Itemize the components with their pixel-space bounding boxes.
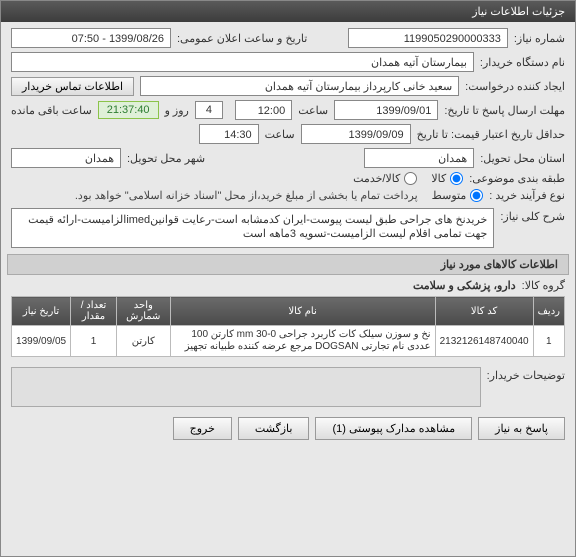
deliver-prov-label: استان محل تحویل: [480,152,565,165]
days-remaining: 4 [195,101,223,119]
hour-label-1: ساعت [298,104,328,117]
th-qty: تعداد / مقدار [71,297,117,326]
buy-type-mid-label: متوسط [432,189,467,202]
reply-button[interactable]: پاسخ به نیاز [478,417,565,440]
reply-time-field: 12:00 [235,100,292,120]
cell-date: 1399/09/05 [12,326,71,357]
hour-label-2: ساعت [265,128,295,141]
th-code: کد کالا [435,297,533,326]
payment-note: پرداخت تمام یا بخشی از مبلغ خرید،از محل … [75,189,418,202]
back-button[interactable]: بازگشت [238,417,310,440]
need-no-label: شماره نیاز: [514,32,565,45]
goods-table: ردیف کد کالا نام کالا واحد شمارش تعداد /… [11,296,565,357]
buyer-desc-box [11,367,481,407]
cell-name: نخ و سوزن سیلک کات کاربرد جراحی 0-mm 30 … [170,326,435,357]
countdown-timer: 21:37:40 [98,101,159,119]
goods-section-header: اطلاعات کالاهای مورد نیاز [7,254,569,275]
footer-buttons: پاسخ به نیاز مشاهده مدارک پیوستی (1) باز… [11,417,565,440]
creator-field: سعید خانی کارپرداز بیمارستان آتیه همدان [140,76,459,96]
attachments-button[interactable]: مشاهده مدارک پیوستی (1) [315,417,472,440]
budget-label: طبقه بندی موضوعی: [469,172,565,185]
buyer-org-field: بیمارستان آتیه همدان [11,52,474,72]
cell-row: 1 [533,326,564,357]
group-value: دارو، پزشکی و سلامت [413,279,516,292]
price-time-field: 14:30 [199,124,259,144]
budget-goods-label: کالا [431,172,446,185]
budget-service-radio[interactable] [404,172,417,185]
th-row: ردیف [533,297,564,326]
reply-date-field: 1399/09/01 [334,100,438,120]
table-row[interactable]: 1 2132126148740040 نخ و سوزن سیلک کات کا… [12,326,565,357]
window-root: جزئیات اطلاعات نیاز شماره نیاز: 11990502… [0,0,576,557]
buyer-desc-label: توضیحات خریدار: [487,365,565,382]
price-date-field: 1399/09/09 [301,124,411,144]
description-box: خریدنخ های جراحی طبق لیست پیوست-ایران کد… [11,208,494,248]
cell-unit: کارتن [116,326,170,357]
th-unit: واحد شمارش [116,297,170,326]
need-no-field: 1199050290000333 [348,28,508,48]
window-title: جزئیات اطلاعات نیاز [472,6,565,18]
cell-code: 2132126148740040 [435,326,533,357]
budget-radio-group: کالا کالا/خدمت [353,172,463,185]
buyer-org-label: نام دستگاه خریدار: [480,56,565,69]
announce-label: تاریخ و ساعت اعلان عمومی: [177,32,307,45]
day-word: روز و [165,104,189,117]
th-date: تاریخ نیاز [12,297,71,326]
buyer-contact-button[interactable]: اطلاعات تماس خریدار [11,77,134,96]
reply-deadline-label: مهلت ارسال پاسخ تا تاریخ: [444,104,565,117]
budget-service-label: کالا/خدمت [353,172,400,185]
content-area: شماره نیاز: 1199050290000333 تاریخ و ساع… [1,22,575,446]
buy-type-radio-group: متوسط [432,189,484,202]
deliver-prov-field: همدان [364,148,474,168]
th-name: نام کالا [170,297,435,326]
exit-button[interactable]: خروج [173,417,232,440]
budget-goods-radio[interactable] [450,172,463,185]
remain-label: ساعت باقی مانده [11,104,92,117]
announce-field: 1399/08/26 - 07:50 [11,28,171,48]
cell-qty: 1 [71,326,117,357]
deliver-city-field: همدان [11,148,121,168]
group-label: گروه کالا: [522,279,565,292]
deliver-city-label: شهر محل تحویل: [127,152,205,165]
buy-type-mid-radio[interactable] [470,189,483,202]
titlebar: جزئیات اطلاعات نیاز [1,1,575,22]
price-valid-label: حداقل تاریخ اعتبار قیمت: تا تاریخ [417,128,565,141]
creator-label: ایجاد کننده درخواست: [465,80,565,93]
buy-type-label: نوع فرآیند خرید : [489,189,565,202]
desc-label: شرح کلی نیاز: [500,206,565,223]
